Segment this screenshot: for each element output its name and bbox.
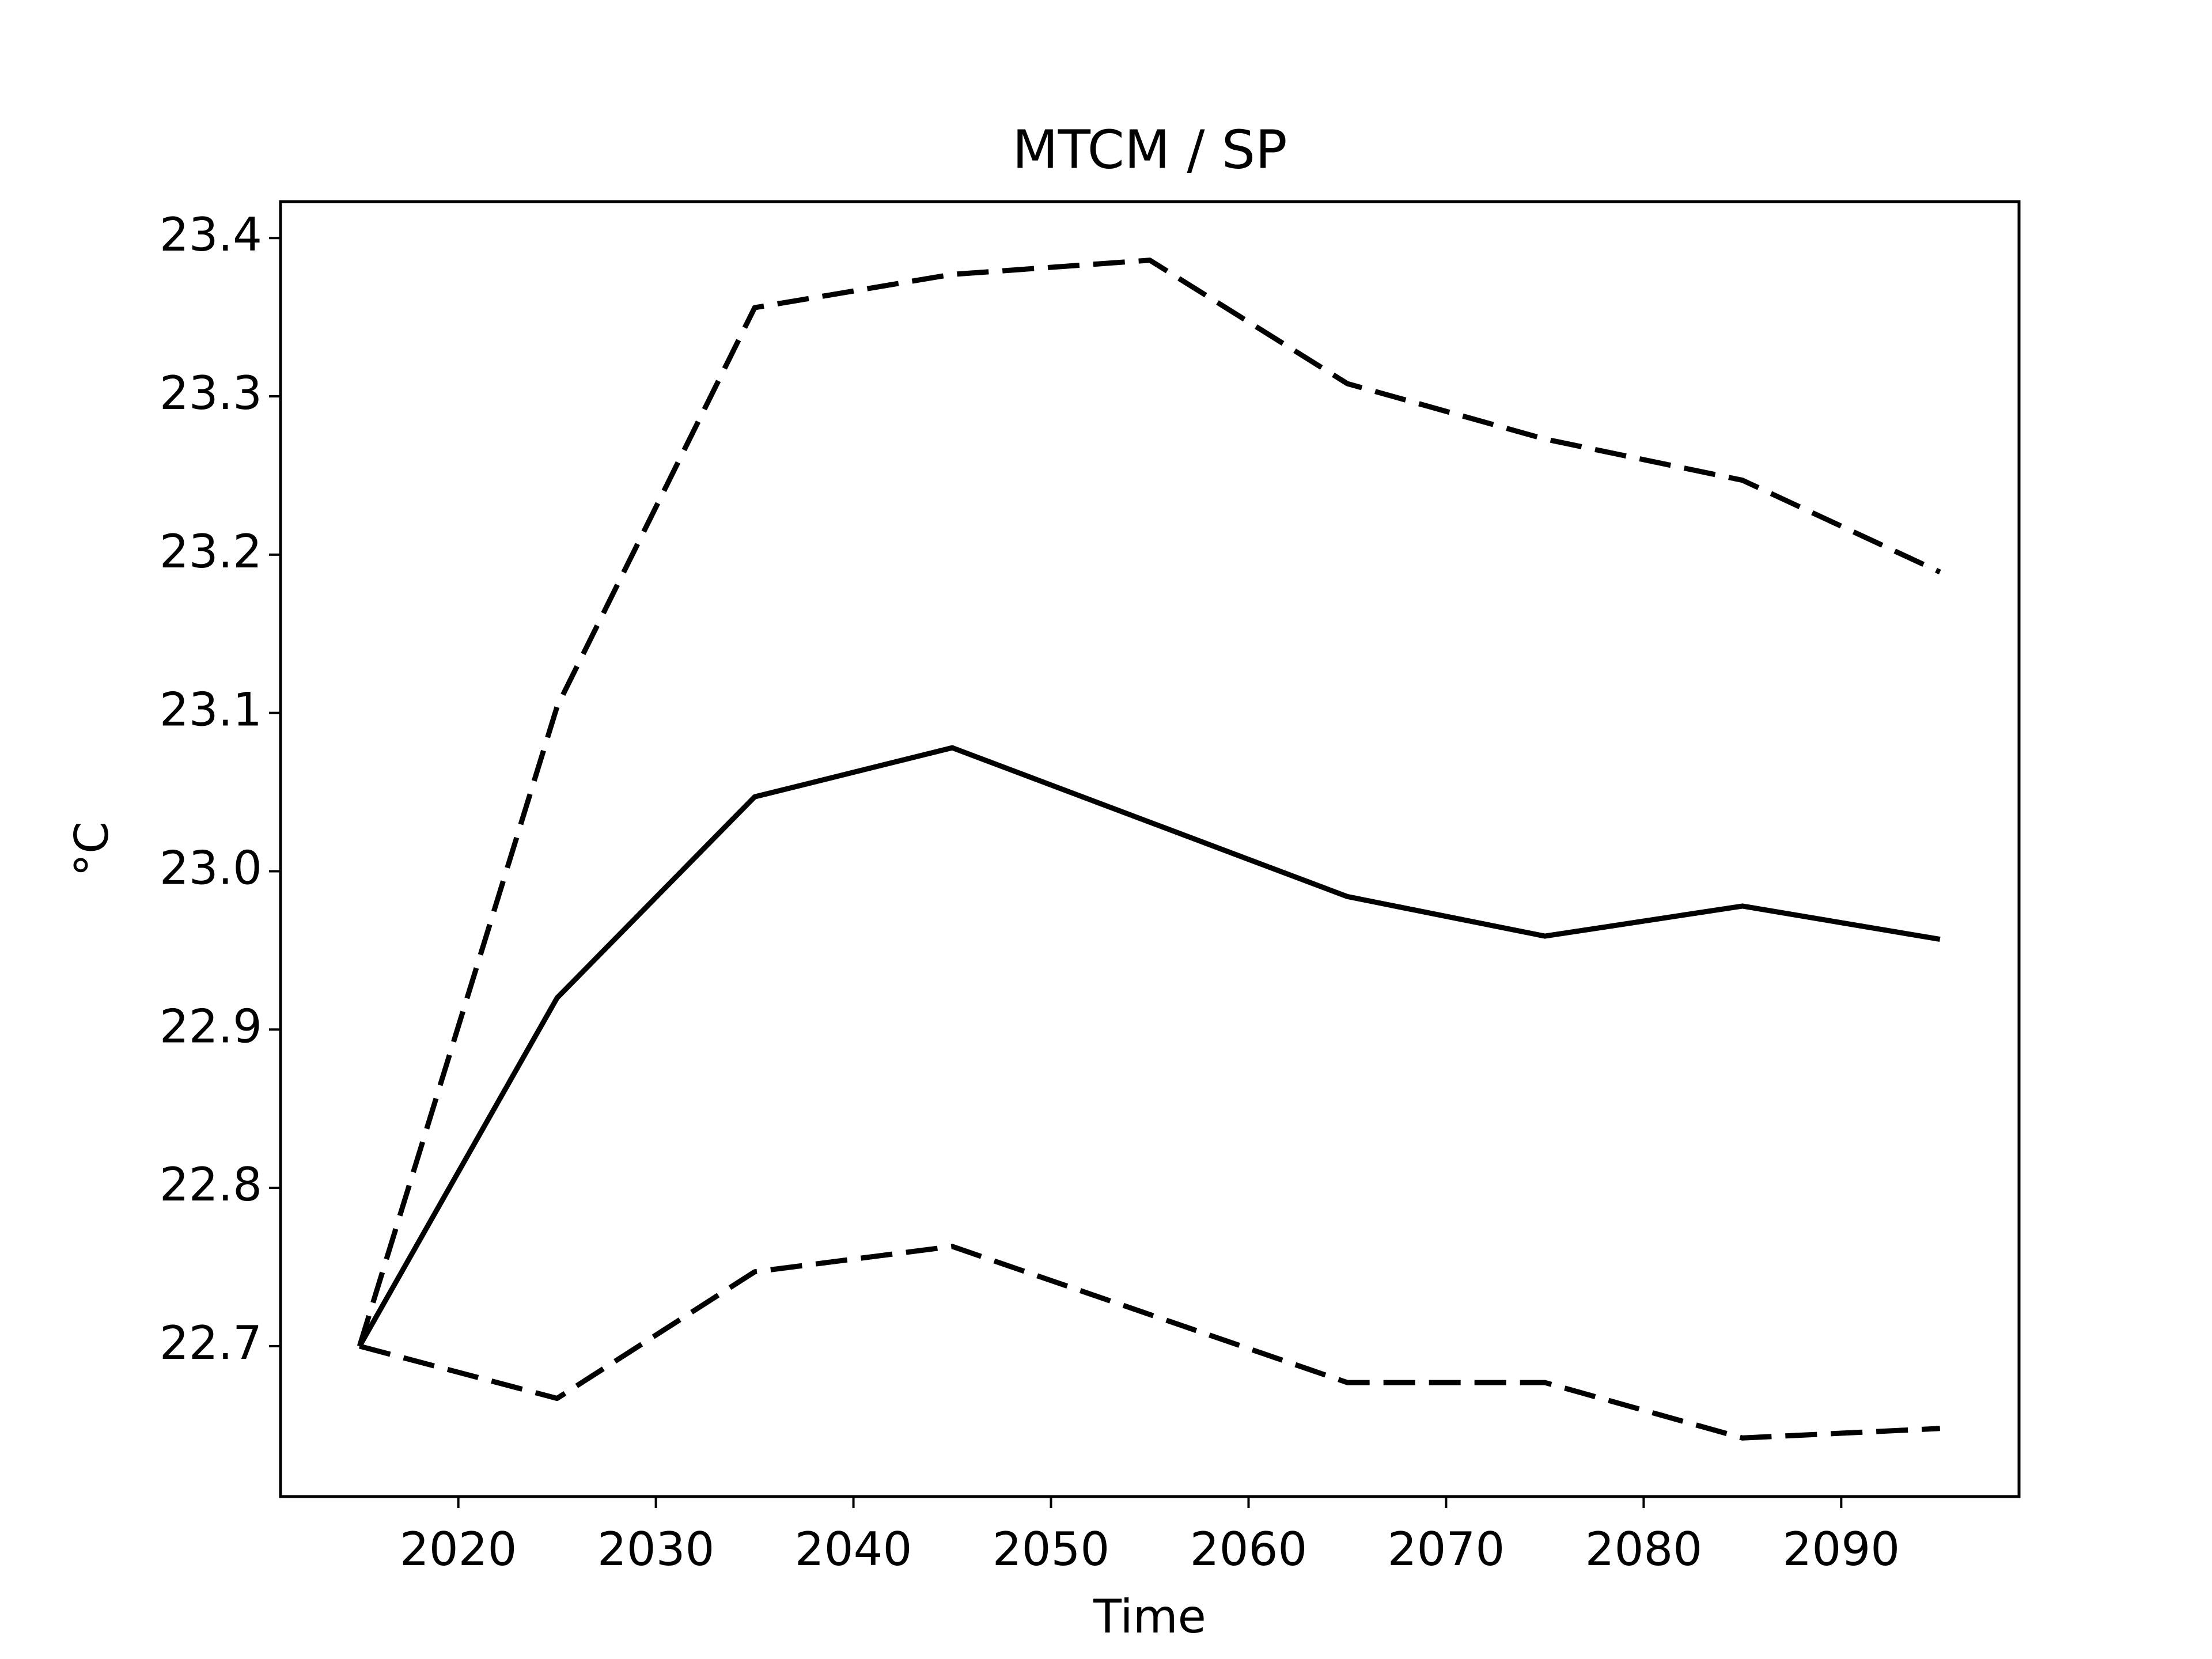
x-tick-label: 2020 bbox=[400, 1522, 517, 1576]
y-tick-label: 22.7 bbox=[160, 1316, 262, 1370]
x-tick-label: 2030 bbox=[597, 1522, 715, 1576]
series-line bbox=[359, 1244, 1941, 1441]
series-line bbox=[357, 745, 1941, 1348]
chart-title: MTCM / SP bbox=[1012, 119, 1287, 180]
y-tick-label: 23.4 bbox=[160, 208, 262, 262]
x-axis-label: Time bbox=[1093, 1590, 1206, 1643]
x-tick-label: 2060 bbox=[1190, 1522, 1308, 1576]
y-tick-label: 23.0 bbox=[160, 841, 262, 895]
y-tick-label: 22.9 bbox=[160, 999, 262, 1053]
x-tick-label: 2080 bbox=[1585, 1522, 1703, 1576]
x-tick-label: 2040 bbox=[795, 1522, 912, 1576]
y-tick-label: 22.8 bbox=[160, 1158, 262, 1211]
x-tick-label: 2050 bbox=[993, 1522, 1110, 1576]
y-tick-label: 23.1 bbox=[160, 683, 262, 737]
x-tick-label: 2070 bbox=[1388, 1522, 1505, 1576]
series-line bbox=[357, 257, 1941, 1347]
y-tick-label: 23.3 bbox=[160, 366, 262, 420]
y-tick-label: 23.2 bbox=[160, 525, 262, 578]
plot-frame bbox=[279, 200, 2021, 1498]
x-tick-label: 2090 bbox=[1783, 1522, 1900, 1576]
y-axis-label: °C bbox=[65, 821, 119, 877]
